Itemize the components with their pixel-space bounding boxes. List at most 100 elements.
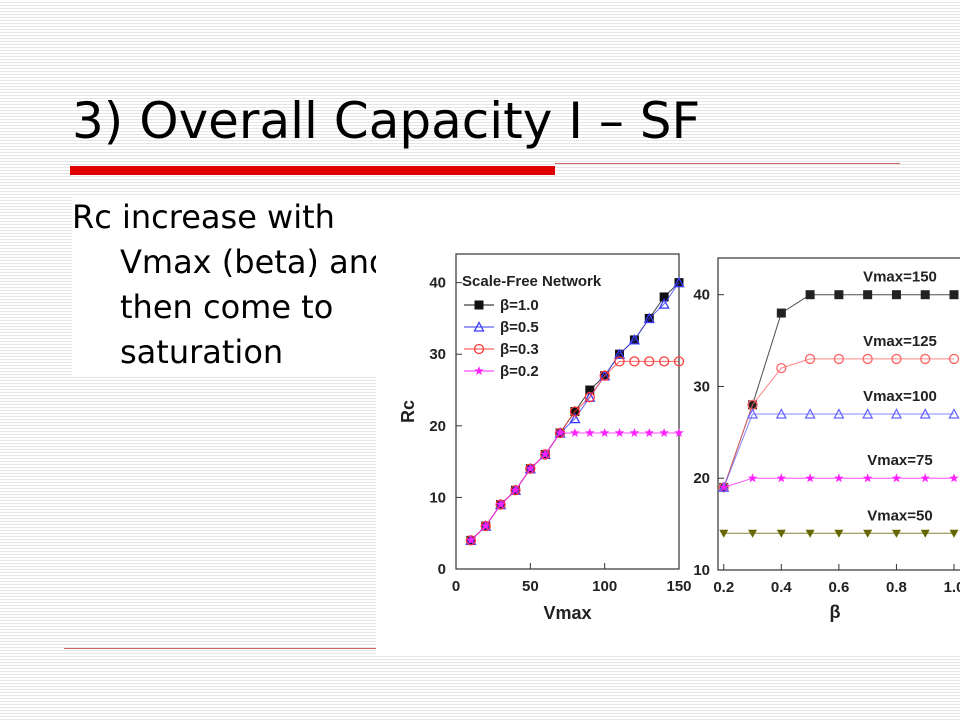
left-data-point (525, 463, 536, 473)
right-data-point (834, 290, 844, 300)
right-data-point (748, 529, 758, 538)
left-data-point (629, 356, 640, 367)
right-data-point (949, 290, 959, 300)
slide-title: 3) Overall Capacity I – SF (72, 92, 701, 150)
right-data-point (804, 408, 816, 419)
left-data-point (644, 356, 655, 367)
right-x-tick-label: 1.0 (944, 579, 960, 596)
right-data-point (862, 353, 873, 365)
right-data-point (919, 408, 931, 419)
left-data-point (495, 499, 506, 509)
figure: 0 50 100 150 0 10 20 30 40 Vmax Rc Scale-Free Netwo… (376, 196, 960, 656)
right-data-point (890, 408, 903, 419)
right-data-point (833, 408, 845, 419)
right-x-tick-label: 0.4 (771, 579, 793, 596)
right-data-point (776, 362, 787, 374)
left-data-point (674, 428, 684, 437)
right-series-label: Vmax=125 (863, 333, 937, 350)
right-series-label: Vmax=100 (863, 388, 937, 405)
left-data-point (628, 334, 640, 345)
left-data-point (644, 428, 654, 437)
left-y-tick-label: 20 (429, 418, 446, 435)
left-data-point (658, 356, 670, 367)
left-data-point (643, 312, 655, 324)
left-plot-frame (455, 253, 680, 570)
right-data-point (891, 353, 902, 365)
left-data-point (658, 298, 670, 309)
left-legend-label: β=0.5 (500, 319, 539, 336)
right-data-point (920, 473, 930, 483)
right-data-point (776, 529, 786, 538)
title-rule (555, 163, 900, 164)
right-x-axis-label: β (830, 602, 841, 622)
right-data-point (863, 529, 873, 538)
right-data-point (805, 473, 815, 483)
left-data-point (613, 348, 626, 359)
right-y-tick-label: 10 (693, 562, 710, 579)
right-series-label: Vmax=50 (867, 507, 932, 524)
right-data-point (719, 482, 729, 492)
left-y-tick-label: 30 (429, 346, 446, 363)
right-y-tick-label: 40 (693, 287, 710, 304)
right-data-point (862, 408, 874, 419)
left-y-axis-label: Rc (398, 400, 418, 423)
right-data-point (862, 473, 873, 483)
right-data-point (834, 529, 844, 538)
right-data-point (920, 353, 931, 365)
right-series-line (723, 358, 954, 488)
left-data-point (585, 385, 595, 395)
left-data-point (599, 370, 610, 381)
right-data-point (949, 473, 959, 483)
right-series-line (723, 413, 954, 488)
right-data-point (920, 529, 930, 538)
left-legend-label: β=1.0 (500, 297, 539, 314)
right-y-tick-label: 20 (693, 470, 710, 487)
left-x-tick-label: 0 (452, 578, 460, 595)
left-data-point (569, 412, 581, 424)
left-data-point (555, 428, 565, 437)
left-y-tick-label: 0 (438, 561, 446, 578)
right-data-point (805, 529, 815, 538)
right-x-tick-label: 0.8 (886, 579, 907, 596)
left-legend-marker (473, 321, 485, 332)
right-data-point (746, 408, 759, 419)
right-data-point (863, 290, 873, 300)
left-x-tick-label: 150 (666, 578, 691, 595)
left-x-axis-label: Vmax (543, 603, 591, 623)
left-data-point (614, 428, 625, 437)
left-legend-title: Scale-Free Network (462, 273, 602, 290)
right-data-point (719, 529, 729, 538)
left-x-tick-label: 50 (522, 578, 539, 595)
right-data-point (833, 353, 845, 365)
right-data-point (834, 473, 844, 483)
left-data-point (585, 428, 595, 437)
left-data-point (569, 406, 581, 417)
left-data-point (481, 521, 491, 531)
right-data-point (776, 308, 786, 318)
left-x-tick-label: 100 (592, 578, 617, 595)
left-data-point (673, 276, 685, 288)
right-series-label: Vmax=150 (863, 269, 937, 286)
right-data-point (891, 290, 901, 300)
right-data-point (805, 290, 815, 300)
left-data-point (673, 356, 685, 367)
left-data-point (614, 356, 625, 367)
right-data-point (920, 290, 930, 300)
left-legend-marker (474, 366, 484, 375)
left-data-point (629, 428, 640, 437)
right-data-point (948, 353, 960, 365)
title-underline (70, 166, 555, 175)
bottom-rule (64, 648, 376, 649)
left-data-point (540, 449, 550, 459)
left-data-point (599, 428, 610, 437)
charts-svg: 0 50 100 150 0 10 20 30 40 Vmax Rc Scale-Free Netwo… (398, 253, 960, 623)
right-data-point (775, 408, 787, 419)
body-text: Rc increase with Vmax (beta) and then co… (72, 195, 420, 375)
right-data-point (948, 408, 960, 419)
right-x-tick-label: 0.2 (713, 579, 734, 596)
right-data-point (804, 353, 816, 365)
left-data-point (584, 392, 595, 403)
left-y-tick-label: 10 (429, 489, 446, 506)
left-data-point (466, 535, 476, 545)
right-data-point (747, 473, 758, 483)
